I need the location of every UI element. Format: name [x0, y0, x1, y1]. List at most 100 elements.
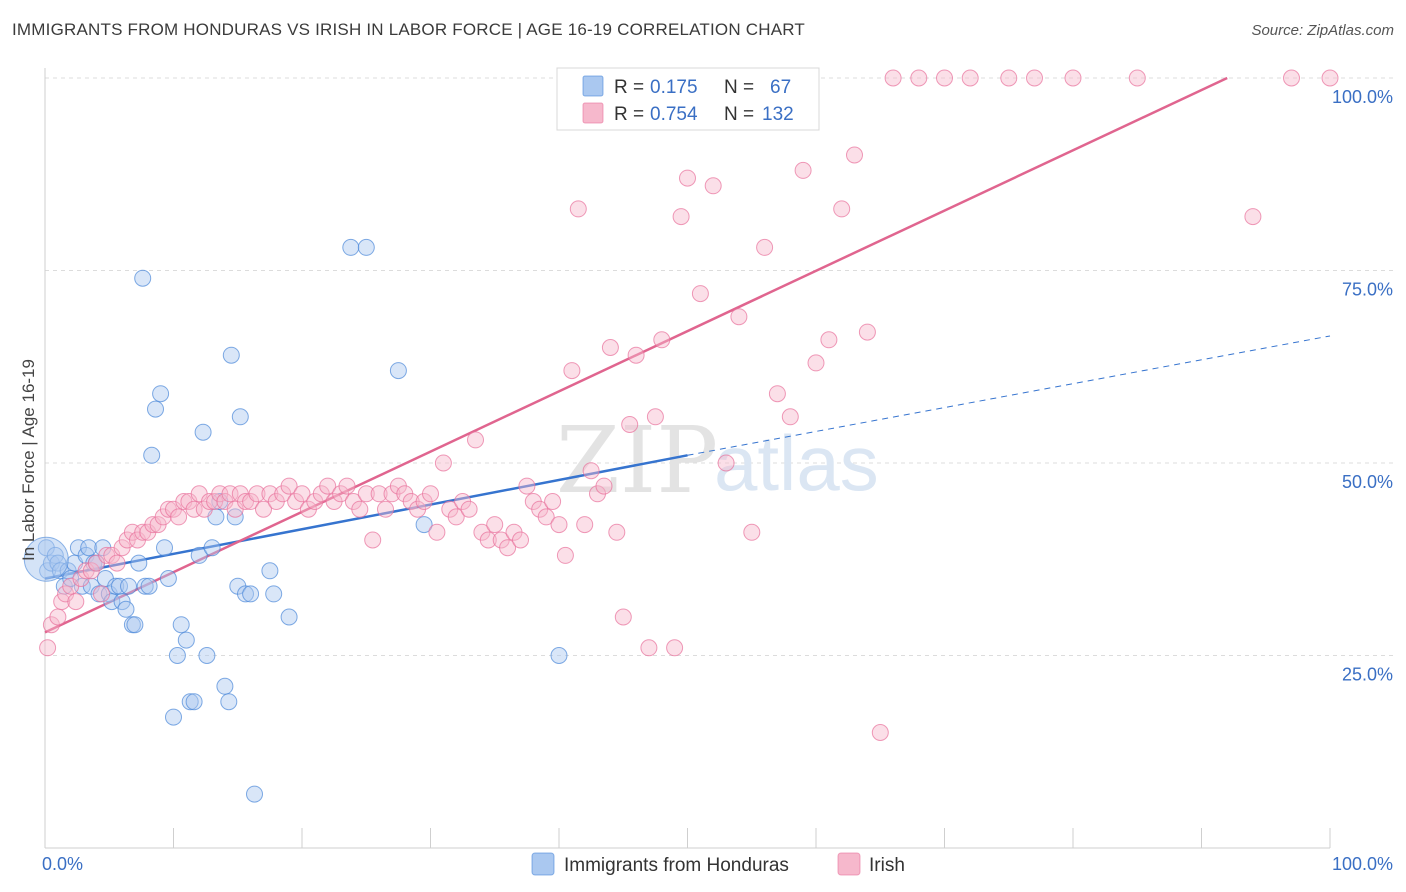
- honduras-point-59: [261, 562, 279, 580]
- irish-point-109: [691, 285, 709, 303]
- honduras-point-65: [415, 516, 433, 534]
- irish-point-72: [447, 508, 465, 526]
- honduras-point-40: [172, 616, 190, 634]
- irish-point-108: [679, 169, 696, 187]
- legend-r-value-2: 0.754: [650, 104, 698, 125]
- irish-point-52: [319, 477, 337, 495]
- irish-point-2: [49, 608, 67, 626]
- irish-point-126: [936, 69, 953, 87]
- legend-box: R = 0.175 N = 67 R = 0.754 N = 132: [556, 67, 820, 131]
- irish-point-75: [467, 431, 484, 449]
- watermark: ZIP atlas: [556, 407, 879, 514]
- irish-point-129: [1026, 69, 1043, 87]
- x-tick-label-0: 0.0%: [42, 854, 83, 874]
- honduras-point-28: [126, 616, 144, 634]
- legend-n-label-1: N =: [724, 77, 754, 98]
- irish-point-57: [351, 500, 369, 518]
- honduras-point-57: [242, 585, 260, 603]
- irish-point-122: [858, 323, 876, 341]
- honduras-point-64: [389, 362, 407, 380]
- irish-point-112: [730, 308, 748, 326]
- honduras-point-43: [185, 693, 203, 711]
- honduras-point-66: [550, 647, 568, 664]
- irish-point-134: [1321, 69, 1339, 87]
- honduras-point-46: [198, 647, 216, 664]
- irish-point-55: [338, 477, 356, 495]
- bottom-legend-swatch-blue: [531, 852, 555, 876]
- y-tick-label-2: 75.0%: [1342, 280, 1393, 300]
- irish-point-46: [280, 477, 298, 495]
- bottom-legend-label-1: Immigrants from Honduras: [564, 855, 789, 876]
- irish-point-58: [357, 485, 375, 503]
- irish-point-77: [479, 531, 497, 549]
- irish-point-113: [743, 523, 761, 541]
- y-axis-label: In Labor Force | Age 16-19: [19, 359, 38, 561]
- honduras-trend-extension: [687, 335, 1331, 456]
- irish-point-110: [704, 177, 722, 195]
- honduras-point-51: [220, 693, 238, 711]
- irish-point-120: [833, 200, 851, 218]
- honduras-point-38: [165, 708, 182, 726]
- honduras-point-24: [113, 593, 131, 611]
- irish-point-95: [595, 477, 613, 495]
- irish-point-102: [640, 639, 658, 657]
- irish-point-42: [255, 500, 272, 518]
- honduras-point-25: [117, 600, 135, 618]
- x-tick-label-1: 100.0%: [1332, 854, 1393, 874]
- irish-point-127: [961, 69, 979, 87]
- honduras-point-34: [147, 400, 164, 418]
- irish-point-124: [884, 69, 902, 87]
- irish-point-82: [512, 531, 529, 549]
- data-points: [23, 69, 1339, 803]
- irish-point-115: [768, 385, 786, 403]
- irish-point-107: [672, 208, 690, 226]
- honduras-point-31: [136, 577, 154, 595]
- honduras-point-61: [280, 608, 298, 626]
- irish-point-83: [518, 477, 536, 495]
- irish-point-0: [39, 639, 57, 657]
- irish-point-6: [67, 593, 85, 611]
- honduras-point-33: [143, 446, 161, 464]
- irish-point-68: [422, 485, 439, 503]
- irish-point-70: [434, 454, 452, 472]
- irish-point-128: [1000, 69, 1018, 87]
- honduras-point-44: [190, 546, 208, 564]
- honduras-point-56: [237, 585, 254, 603]
- honduras-point-29: [130, 554, 148, 572]
- honduras-point-42: [181, 693, 199, 711]
- honduras-point-60: [265, 585, 283, 603]
- honduras-point-41: [177, 631, 195, 649]
- honduras-trend-line: [44, 454, 688, 580]
- bottom-legend-swatch-pink: [837, 852, 861, 876]
- honduras-point-36: [156, 539, 173, 557]
- irish-point-87: [544, 493, 562, 510]
- honduras-point-45: [194, 423, 212, 441]
- irish-point-92: [576, 516, 594, 534]
- irish-point-125: [910, 69, 928, 87]
- y-tick-label-3: 100.0%: [1332, 87, 1393, 107]
- irish-point-74: [460, 500, 478, 518]
- irish-point-130: [1064, 69, 1082, 87]
- honduras-point-50: [216, 677, 234, 695]
- watermark-zip: ZIP: [556, 407, 718, 514]
- bottom-legend: Immigrants from Honduras Irish: [531, 852, 905, 876]
- honduras-point-32: [140, 577, 158, 595]
- irish-point-61: [377, 500, 394, 518]
- irish-point-60: [370, 485, 388, 503]
- irish-point-96: [601, 339, 619, 356]
- legend-n-label-2: N =: [724, 104, 754, 125]
- irish-point-80: [499, 539, 517, 557]
- irish-point-111: [717, 454, 735, 472]
- irish-point-106: [666, 639, 684, 657]
- irish-point-91: [569, 200, 587, 218]
- legend-n-value-1: 67: [770, 77, 791, 98]
- honduras-point-37: [159, 570, 177, 587]
- irish-point-29: [185, 500, 203, 518]
- honduras-point-22: [107, 577, 125, 595]
- irish-trend-line: [44, 76, 1228, 634]
- irish-point-104: [653, 331, 671, 349]
- irish-point-116: [781, 408, 799, 426]
- honduras-point-47: [203, 539, 221, 557]
- irish-point-133: [1283, 69, 1300, 87]
